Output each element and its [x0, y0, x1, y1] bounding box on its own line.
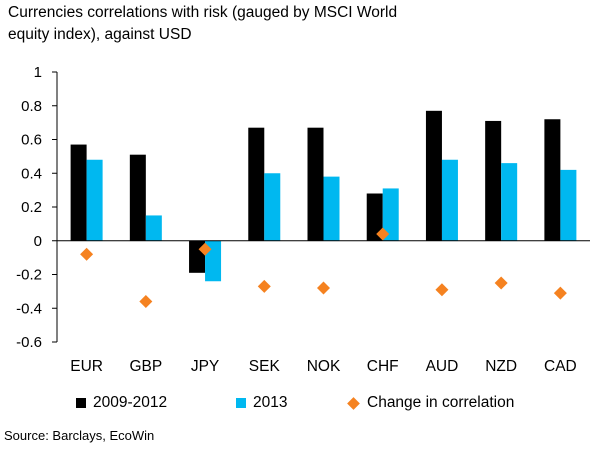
y-axis: 1 0.8 0.6 0.4 0.2 0 -0.2 -0.4 -0.6: [16, 64, 58, 351]
legend-diamond-icon: [347, 396, 360, 410]
bar-2013-nzd: [501, 163, 518, 241]
bar-2009-2012-chf: [366, 193, 383, 241]
bar-2013-chf: [382, 188, 399, 241]
y-tick-label: 0.8: [21, 98, 42, 115]
legend-swatch-blue: [236, 398, 246, 408]
chart-title: Currencies correlations with risk (gauge…: [8, 2, 428, 46]
bar-2009-2012-cad: [544, 119, 561, 241]
change-marker-eur: [80, 247, 94, 261]
bar-2013-aud: [441, 159, 458, 241]
x-tick-label-nzd: NZD: [485, 358, 517, 375]
change-marker-sek: [257, 279, 271, 293]
x-tick-label-sek: SEK: [249, 358, 281, 375]
bar-2009-2012-nok: [307, 127, 324, 241]
change-marker-jpy: [198, 242, 212, 256]
legend: 2009-2012 2013 Change in correlation: [0, 394, 592, 416]
legend-item-change: Change in correlation: [347, 394, 514, 412]
bar-2009-2012-nzd: [485, 120, 502, 241]
bar-2013-nok: [323, 176, 340, 241]
bar-2009-2012-gbp: [129, 154, 146, 241]
x-tick-label-eur: EUR: [70, 358, 103, 375]
legend-item-2009-2012: 2009-2012: [76, 394, 167, 412]
bar-2009-2012-aud: [425, 110, 442, 241]
bar-2013-gbp: [145, 215, 162, 241]
source-note: Source: Barclays, EcoWin: [4, 428, 155, 443]
change-markers: [80, 227, 567, 308]
y-tick-label: 0: [34, 233, 42, 250]
legend-item-2013: 2013: [236, 394, 287, 412]
x-tick-label-cad: CAD: [544, 358, 577, 375]
bar-2009-2012-sek: [248, 127, 265, 241]
legend-label: 2009-2012: [93, 394, 168, 411]
y-tick-label: 0.2: [21, 199, 42, 216]
bar-2013-sek: [264, 173, 281, 241]
change-marker-nok: [317, 281, 330, 295]
y-tick-label: -0.6: [16, 334, 42, 351]
change-marker-chf: [376, 227, 390, 241]
x-axis-labels: EUR GBP JPY SEK NOK CHF AUD NZD CAD: [70, 358, 577, 375]
x-tick-label-chf: CHF: [367, 358, 399, 375]
change-marker-cad: [553, 286, 567, 300]
x-tick-label-gbp: GBP: [129, 358, 162, 375]
y-tick-label: -0.2: [16, 267, 42, 284]
bars: [70, 110, 577, 282]
change-marker-gbp: [139, 295, 153, 308]
legend-swatch-black: [76, 398, 86, 408]
legend-label: Change in correlation: [367, 394, 515, 411]
bar-2009-2012-eur: [70, 144, 87, 241]
y-tick-label: 1: [34, 64, 42, 81]
change-marker-nzd: [494, 276, 508, 290]
y-tick-label: 0.6: [21, 132, 42, 149]
y-tick-label: 0.4: [21, 165, 42, 182]
x-tick-label-aud: AUD: [426, 358, 459, 375]
bar-2013-cad: [560, 169, 577, 241]
chart-title-line-2: equity index), against USD: [8, 26, 192, 43]
x-tick-label-jpy: JPY: [191, 358, 219, 375]
chart-title-line-1: Currencies correlations with risk (gauge…: [8, 4, 398, 21]
y-tick-label: -0.4: [16, 300, 42, 317]
chart-plot: 1 0.8 0.6 0.4 0.2 0 -0.2 -0.4 -0.6 EUR GBP JPY SEK N…: [16, 64, 590, 375]
legend-label: 2013: [253, 394, 288, 411]
bar-2013-eur: [86, 159, 103, 241]
change-marker-aud: [435, 283, 449, 297]
x-tick-label-nok: NOK: [307, 358, 341, 375]
